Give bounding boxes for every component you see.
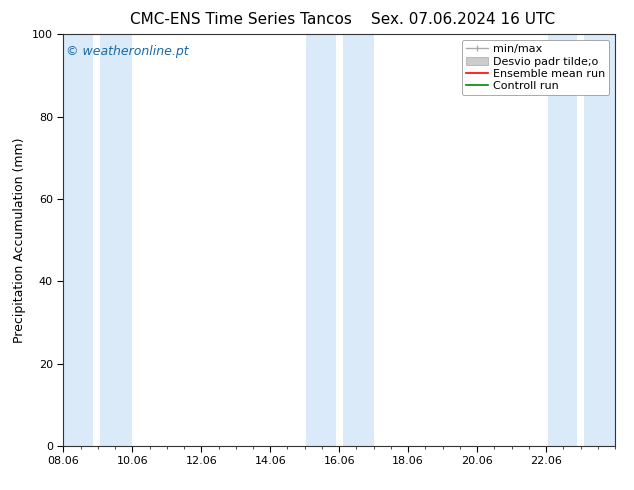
Text: CMC-ENS Time Series Tancos: CMC-ENS Time Series Tancos [130, 12, 352, 27]
Text: Sex. 07.06.2024 16 UTC: Sex. 07.06.2024 16 UTC [371, 12, 555, 27]
Bar [100, 34, 133, 446]
Bar [63, 34, 93, 446]
Bar [342, 34, 373, 446]
Bar [584, 34, 615, 446]
Text: © weatheronline.pt: © weatheronline.pt [66, 45, 189, 58]
Legend: min/max, Desvio padr tilde;o, Ensemble mean run, Controll run: min/max, Desvio padr tilde;o, Ensemble m… [462, 40, 609, 96]
Y-axis label: Precipitation Accumulation (mm): Precipitation Accumulation (mm) [13, 137, 27, 343]
Bar [306, 34, 336, 446]
Bar [548, 34, 577, 446]
